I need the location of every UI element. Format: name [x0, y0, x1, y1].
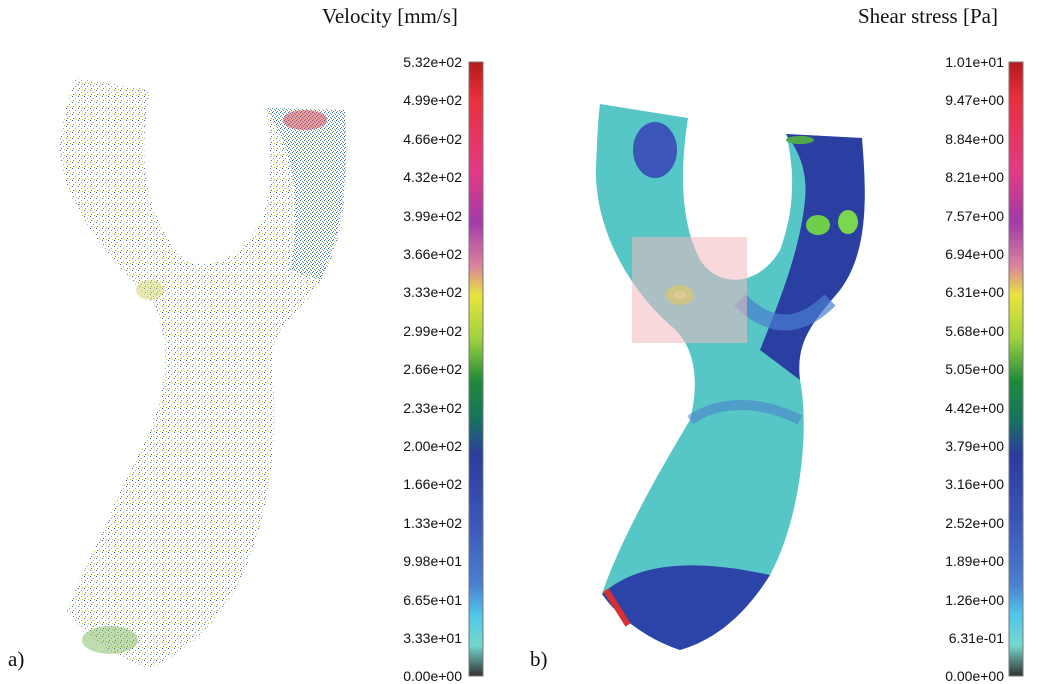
tick-label: 0.00e+00 [945, 668, 1004, 684]
velocity-vessel [60, 78, 347, 668]
tick-label: 1.33e+02 [403, 514, 462, 531]
velocity-title: Velocity [mm/s] [322, 4, 458, 28]
tick-label: 1.66e+02 [403, 476, 462, 493]
tick-label: 4.32e+02 [403, 169, 462, 186]
tick-label: 4.42e+00 [945, 399, 1004, 416]
tick-label: 3.79e+00 [945, 438, 1004, 454]
panel-label-b: b) [530, 647, 548, 671]
highlight-region [632, 237, 747, 343]
tick-label: 6.31e+00 [945, 284, 1004, 301]
tick-label: 3.33e+01 [403, 630, 462, 646]
shear-stress-vessel [595, 104, 865, 650]
tick-label: 6.94e+00 [945, 246, 1004, 262]
tick-label: 5.68e+00 [945, 322, 1004, 339]
tick-label: 1.89e+00 [945, 553, 1004, 570]
tick-label: 2.33e+02 [403, 399, 462, 416]
tick-label: 2.66e+02 [403, 361, 462, 378]
shear-color-scale [1008, 61, 1024, 677]
tick-label: 8.84e+00 [945, 130, 1004, 147]
tick-label: 2.52e+00 [945, 514, 1004, 531]
tick-label: 9.98e+01 [403, 553, 462, 570]
tick-label: 3.33e+02 [403, 284, 462, 301]
tick-label: 1.26e+00 [945, 591, 1004, 608]
tick-label: 3.66e+02 [403, 246, 462, 262]
tick-label: 1.01e+01 [945, 54, 1004, 70]
tick-label: 5.32e+02 [403, 54, 462, 70]
tick-label: 0.00e+00 [403, 668, 462, 684]
tick-label: 6.65e+01 [403, 591, 462, 608]
tick-label: 5.05e+00 [945, 361, 1004, 378]
tick-label: 3.16e+00 [945, 476, 1004, 493]
tick-label: 4.99e+02 [403, 92, 462, 109]
panel-label-a: a) [8, 647, 25, 671]
velocity-color-scale [468, 61, 484, 677]
tick-label: 8.21e+00 [945, 169, 1004, 186]
tick-label: 6.31e-01 [948, 630, 1004, 646]
tick-label: 7.57e+00 [945, 207, 1004, 224]
tick-label: 4.66e+02 [403, 130, 462, 147]
shear-stress-title: Shear stress [Pa] [858, 4, 998, 28]
tick-label: 3.99e+02 [403, 207, 462, 224]
tick-label: 2.00e+02 [403, 438, 462, 454]
tick-label: 9.47e+00 [945, 92, 1004, 109]
tick-label: 2.99e+02 [403, 322, 462, 339]
